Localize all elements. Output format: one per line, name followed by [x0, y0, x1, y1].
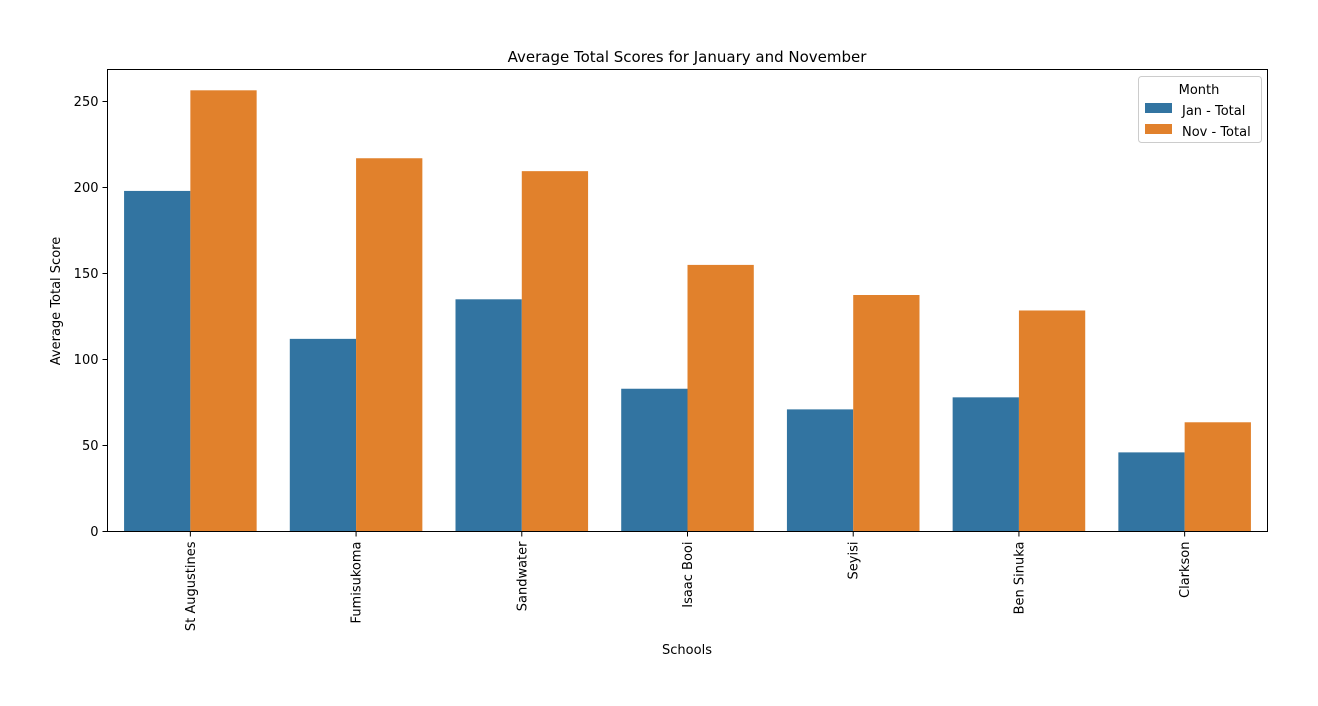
bar-nov-total-st-augustines [190, 90, 257, 532]
bar-jan-total-clarkson [1118, 452, 1185, 532]
legend-entry-jan: Jan - Total [1181, 104, 1245, 119]
bar-nov-total-seyisi [853, 295, 920, 532]
x-tick-label-ben-sinuka: Ben Sinuka [1012, 542, 1027, 615]
bars-group [124, 90, 1251, 532]
bar-jan-total-sandwater [455, 299, 522, 532]
bar-nov-total-sandwater [521, 171, 589, 532]
legend-entry-nov: Nov - Total [1182, 125, 1251, 140]
bar-nov-total-clarkson [1184, 422, 1251, 532]
bar-nov-total-isaac-booi [687, 264, 754, 532]
x-tick-label-clarkson: Clarkson [1178, 542, 1193, 599]
y-axis-label: Average Total Score [49, 237, 64, 365]
bar-jan-total-st-augustines [124, 190, 191, 532]
bar-jan-total-isaac-booi [621, 388, 688, 532]
bar-nov-total-ben-sinuka [1018, 310, 1086, 532]
y-tick-label-100: 100 [74, 353, 99, 368]
y-tick-label-150: 150 [74, 267, 99, 282]
bar-jan-total-seyisi [786, 409, 854, 532]
bar-jan-total-ben-sinuka [952, 397, 1019, 532]
bar-nov-total-fumisukoma [356, 158, 423, 532]
y-tick-label-0: 0 [90, 525, 98, 540]
x-tick-label-seyisi: Seyisi [847, 542, 862, 580]
x-tick-label-fumisukoma: Fumisukoma [350, 542, 365, 624]
y-axis: 0 50 100 150 200 250 [74, 95, 108, 540]
chart-title: Average Total Scores for January and Nov… [508, 48, 868, 66]
bar-jan-total-fumisukoma [289, 338, 357, 532]
x-tick-label-sandwater: Sandwater [515, 541, 530, 611]
x-axis: St Augustines Fumisukoma Sandwater Isaac Bo… [184, 531, 1193, 631]
x-tick-label-st-augustines: St Augustines [184, 541, 199, 631]
legend-swatch-nov [1145, 124, 1172, 134]
legend: Month Jan - Total Nov - Total [1138, 76, 1262, 143]
y-tick-label-250: 250 [74, 95, 99, 110]
plot-frame [107, 69, 1268, 532]
y-tick-label-200: 200 [74, 181, 99, 196]
x-tick-label-isaac-booi: Isaac Booi [681, 542, 696, 608]
x-axis-label: Schools [662, 643, 712, 658]
legend-swatch-jan [1145, 103, 1172, 113]
y-tick-label-50: 50 [82, 439, 99, 454]
legend-title: Month [1179, 83, 1220, 98]
